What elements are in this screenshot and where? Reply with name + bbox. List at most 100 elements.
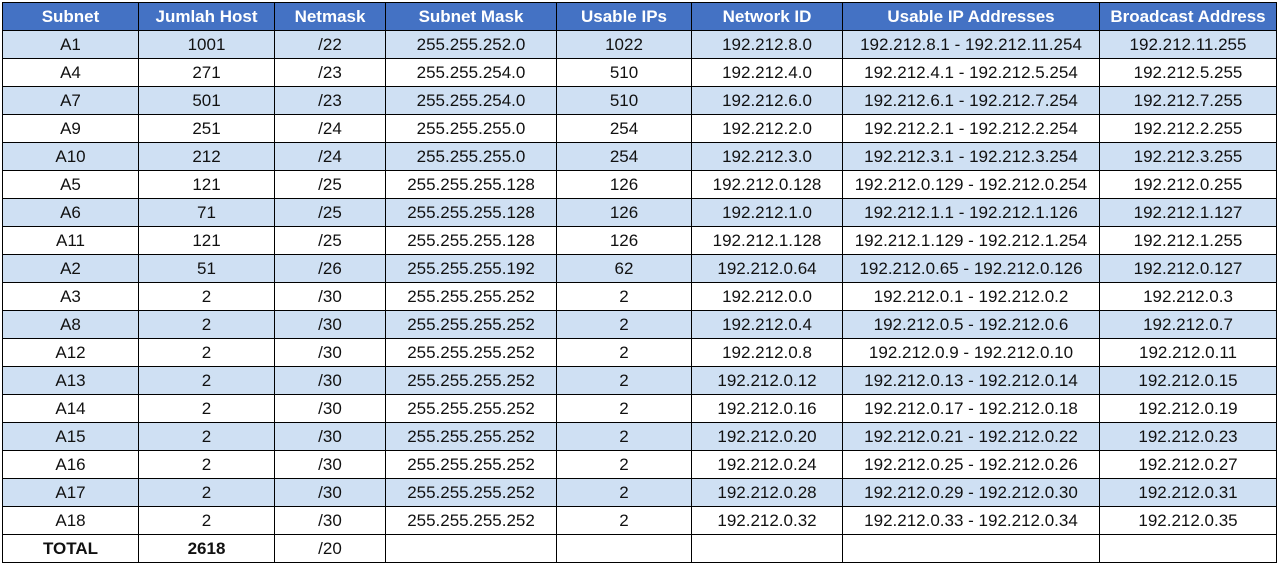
cell-subnet: A6	[2, 198, 139, 227]
cell-network-id: 192.212.0.32	[691, 506, 843, 535]
cell-broadcast-address: 192.212.3.255	[1099, 142, 1277, 171]
cell-broadcast-address: 192.212.11.255	[1099, 30, 1277, 59]
cell-usable-ip-addresses: 192.212.3.1 - 192.212.3.254	[842, 142, 1100, 171]
cell-netmask: /30	[274, 366, 386, 395]
cell-usable-ips: 510	[556, 58, 692, 87]
table-row: A10 212/24 255.255.255.0 254 192.212.3.0 192.…	[2, 142, 1277, 171]
cell-netmask: /30	[274, 394, 386, 423]
cell-subnet-mask: 255.255.255.252	[385, 506, 557, 535]
cell-network-id: 192.212.1.0	[691, 198, 843, 227]
cell-usable-ip-addresses: 192.212.1.129 - 192.212.1.254	[842, 226, 1100, 255]
cell-subnet-mask: 255.255.255.128	[385, 198, 557, 227]
cell-network-id: 192.212.0.20	[691, 422, 843, 451]
cell-broadcast-address: 192.212.0.15	[1099, 366, 1277, 395]
cell-jumlah-host: 212	[138, 142, 275, 171]
cell-broadcast-address: 192.212.0.31	[1099, 478, 1277, 507]
cell-netmask: /24	[274, 114, 386, 143]
cell-subnet-mask: 255.255.255.252	[385, 394, 557, 423]
cell-subnet-mask: 255.255.255.128	[385, 170, 557, 199]
cell-subnet-mask: 255.255.255.0	[385, 114, 557, 143]
table-row: A15 2/30 255.255.255.252 2 192.212.0.20 192.2…	[2, 422, 1277, 451]
cell-netmask: /24	[274, 142, 386, 171]
header-usable-ips: Usable IPs	[556, 2, 692, 31]
cell-subnet: A9	[2, 114, 139, 143]
cell-broadcast-address: 192.212.0.23	[1099, 422, 1277, 451]
cell-network-id: 192.212.0.16	[691, 394, 843, 423]
cell-subnet: A3	[2, 282, 139, 311]
cell-broadcast-address: 192.212.0.7	[1099, 310, 1277, 339]
cell-jumlah-host: 2	[138, 506, 275, 535]
cell-subnet: A4	[2, 58, 139, 87]
total-hosts: 2618	[138, 534, 275, 563]
cell-usable-ip-addresses: 192.212.0.17 - 192.212.0.18	[842, 394, 1100, 423]
cell-network-id: 192.212.0.0	[691, 282, 843, 311]
cell-network-id: 192.212.4.0	[691, 58, 843, 87]
cell-subnet: A7	[2, 86, 139, 115]
cell-network-id: 192.212.0.12	[691, 366, 843, 395]
cell-subnet: A1	[2, 30, 139, 59]
total-empty-cell	[556, 534, 692, 563]
cell-jumlah-host: 121	[138, 170, 275, 199]
cell-network-id: 192.212.3.0	[691, 142, 843, 171]
cell-broadcast-address: 192.212.0.255	[1099, 170, 1277, 199]
cell-usable-ips: 2	[556, 506, 692, 535]
cell-broadcast-address: 192.212.7.255	[1099, 86, 1277, 115]
cell-subnet: A13	[2, 366, 139, 395]
cell-subnet-mask: 255.255.255.252	[385, 450, 557, 479]
cell-jumlah-host: 2	[138, 478, 275, 507]
table-row: A11 121/25 255.255.255.128 126 192.212.1.128…	[2, 226, 1277, 255]
cell-subnet-mask: 255.255.252.0	[385, 30, 557, 59]
header-subnet-mask: Subnet Mask	[385, 2, 557, 31]
cell-jumlah-host: 121	[138, 226, 275, 255]
cell-subnet: A12	[2, 338, 139, 367]
table-row: A8 2/30 255.255.255.252 2 192.212.0.4 192.212…	[2, 310, 1277, 339]
cell-jumlah-host: 251	[138, 114, 275, 143]
cell-network-id: 192.212.0.4	[691, 310, 843, 339]
cell-usable-ips: 2	[556, 282, 692, 311]
header-broadcast-address: Broadcast Address	[1099, 2, 1277, 31]
cell-subnet: A14	[2, 394, 139, 423]
cell-netmask: /30	[274, 282, 386, 311]
cell-usable-ip-addresses: 192.212.0.21 - 192.212.0.22	[842, 422, 1100, 451]
cell-usable-ip-addresses: 192.212.0.9 - 192.212.0.10	[842, 338, 1100, 367]
cell-usable-ips: 2	[556, 422, 692, 451]
table-row: A18 2/30 255.255.255.252 2 192.212.0.32 192.2…	[2, 506, 1277, 535]
cell-network-id: 192.212.2.0	[691, 114, 843, 143]
cell-broadcast-address: 192.212.0.35	[1099, 506, 1277, 535]
total-empty-cell	[842, 534, 1100, 563]
cell-netmask: /23	[274, 86, 386, 115]
table-row: A9 251/24 255.255.255.0 254 192.212.2.0 192.2…	[2, 114, 1277, 143]
cell-broadcast-address: 192.212.0.19	[1099, 394, 1277, 423]
cell-usable-ips: 254	[556, 114, 692, 143]
cell-subnet-mask: 255.255.255.252	[385, 366, 557, 395]
table-row: A1 1001/22 255.255.252.0 1022 192.212.8.0 192…	[2, 30, 1277, 59]
cell-jumlah-host: 2	[138, 338, 275, 367]
cell-netmask: /30	[274, 478, 386, 507]
cell-subnet-mask: 255.255.254.0	[385, 58, 557, 87]
header-usable-ip-addresses: Usable IP Addresses	[842, 2, 1100, 31]
cell-usable-ips: 126	[556, 198, 692, 227]
table-row: A4 271/23 255.255.254.0 510 192.212.4.0 192.2…	[2, 58, 1277, 87]
cell-subnet-mask: 255.255.255.252	[385, 310, 557, 339]
cell-network-id: 192.212.8.0	[691, 30, 843, 59]
cell-jumlah-host: 2	[138, 394, 275, 423]
table-row: A2 51/26 255.255.255.192 62 192.212.0.64 192.…	[2, 254, 1277, 283]
cell-jumlah-host: 2	[138, 450, 275, 479]
cell-netmask: /25	[274, 170, 386, 199]
cell-usable-ip-addresses: 192.212.0.25 - 192.212.0.26	[842, 450, 1100, 479]
cell-subnet-mask: 255.255.254.0	[385, 86, 557, 115]
cell-netmask: /30	[274, 310, 386, 339]
cell-jumlah-host: 1001	[138, 30, 275, 59]
cell-usable-ips: 126	[556, 170, 692, 199]
cell-netmask: /30	[274, 422, 386, 451]
cell-usable-ips: 2	[556, 310, 692, 339]
cell-usable-ip-addresses: 192.212.0.33 - 192.212.0.34	[842, 506, 1100, 535]
cell-subnet-mask: 255.255.255.0	[385, 142, 557, 171]
total-empty-cell	[385, 534, 557, 563]
cell-usable-ips: 126	[556, 226, 692, 255]
cell-broadcast-address: 192.212.0.27	[1099, 450, 1277, 479]
cell-usable-ip-addresses: 192.212.0.5 - 192.212.0.6	[842, 310, 1100, 339]
cell-usable-ips: 2	[556, 478, 692, 507]
cell-jumlah-host: 2	[138, 282, 275, 311]
